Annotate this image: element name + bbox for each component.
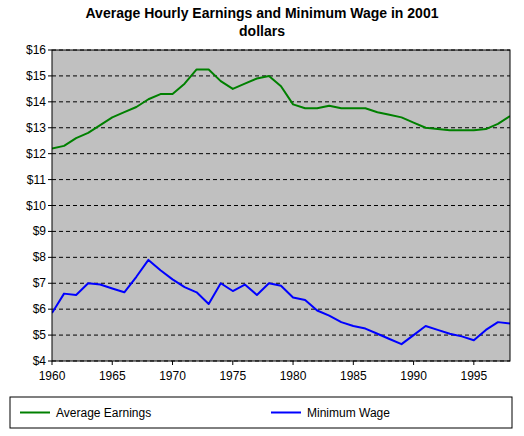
y-tick [48, 50, 52, 51]
y-tick-label: $15 [26, 69, 46, 83]
grid-line [52, 257, 510, 258]
x-tick-label: 1970 [159, 369, 186, 383]
y-tick-label: $8 [33, 250, 47, 264]
legend-label: Minimum Wage [307, 406, 390, 420]
legend-swatch [271, 412, 301, 414]
series-group [52, 69, 510, 344]
y-tick [48, 75, 52, 76]
x-tick-label: 1960 [39, 369, 66, 383]
y-tick-label: $6 [33, 302, 47, 316]
x-tick-label: 1990 [400, 369, 427, 383]
grid-line [52, 127, 510, 128]
grid-line [52, 153, 510, 154]
y-tick [48, 283, 52, 284]
y-tick-label: $9 [33, 224, 47, 238]
x-tick [473, 361, 474, 365]
y-tick-label: $12 [26, 147, 46, 161]
plot-area [52, 50, 510, 361]
y-tick-label: $5 [33, 328, 47, 342]
x-tick [172, 361, 173, 365]
y-tick [48, 335, 52, 336]
y-tick [48, 179, 52, 180]
grid-line [52, 179, 510, 180]
x-tick-label: 1985 [340, 369, 367, 383]
y-tick-label: $14 [26, 95, 46, 109]
x-tick-label: 1965 [99, 369, 126, 383]
x-tick [112, 361, 113, 365]
grid-line [52, 231, 510, 232]
chart: Average Hourly Earnings and Minimum Wage… [0, 0, 524, 436]
chart-svg: $4 $5 $6 $7 $8 $9 $10 $11 $12 $13 $14 $15 $16 1960 196… [0, 0, 524, 436]
legend-swatch [20, 412, 50, 414]
title: Average Hourly Earnings and Minimum Wage… [62, 4, 462, 40]
x-tick [232, 361, 233, 365]
x-tick-label: 1980 [280, 369, 307, 383]
grid-line [52, 283, 510, 284]
y-tick-label: $7 [33, 276, 47, 290]
y-tick [48, 361, 52, 362]
y-tick [48, 231, 52, 232]
y-tick [48, 205, 52, 206]
series-line [52, 260, 510, 344]
y-tick-label: $13 [26, 121, 46, 135]
y-tick-label: $4 [33, 354, 47, 368]
y-tick [48, 257, 52, 258]
y-tick-label: $10 [26, 199, 46, 213]
grid-line [52, 205, 510, 206]
y-tick [48, 101, 52, 102]
x-tick [353, 361, 354, 365]
x-tick-label: 1975 [219, 369, 246, 383]
y-tick [48, 127, 52, 128]
grid-line [52, 335, 510, 336]
grid-line [52, 75, 510, 76]
series-line [52, 69, 510, 148]
y-tick-label: $16 [26, 43, 46, 57]
y-tick [48, 309, 52, 310]
x-tick-label: 1995 [460, 369, 487, 383]
grid-line [52, 101, 510, 102]
legend-box [10, 397, 512, 428]
x-tick [293, 361, 294, 365]
y-tick-label: $11 [27, 173, 46, 187]
legend-label: Average Earnings [56, 406, 151, 420]
y-tick [48, 153, 52, 154]
x-tick [413, 361, 414, 365]
grid-line [52, 309, 510, 310]
plot-frame [52, 50, 510, 361]
x-tick [52, 361, 53, 365]
